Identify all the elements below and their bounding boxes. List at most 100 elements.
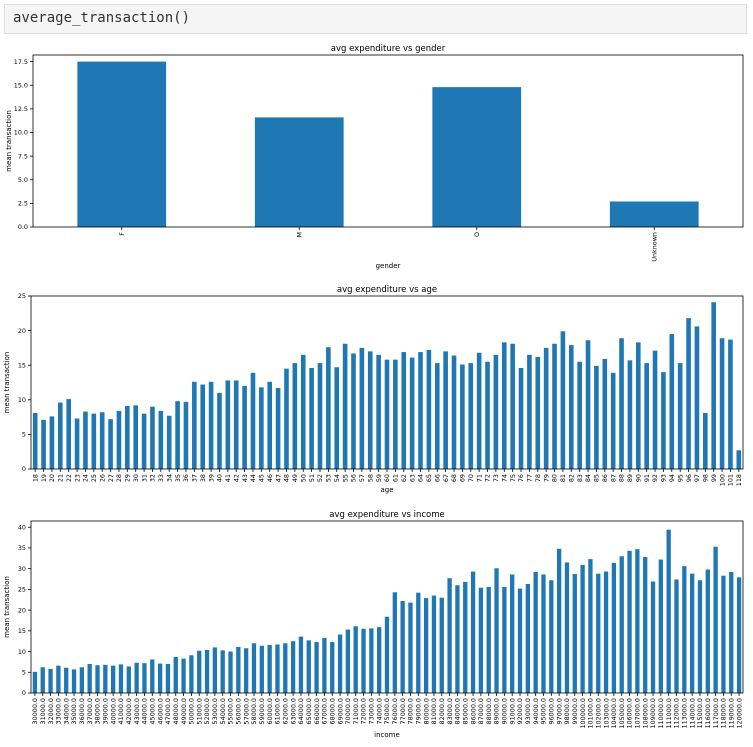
x-tick-label: 80 [551, 474, 559, 482]
bar [393, 359, 398, 469]
bar [32, 671, 38, 693]
bar [150, 406, 155, 469]
bar [585, 340, 591, 469]
x-tick-label: 34 [165, 474, 173, 482]
x-tick-label: 54 [333, 474, 341, 482]
bar [175, 401, 180, 469]
x-tick-label: 41 [224, 474, 232, 482]
bar [77, 61, 167, 227]
x-tick-label: 44 [249, 474, 257, 482]
bar [426, 349, 432, 469]
x-tick-label: 95000.0 [540, 698, 548, 724]
x-tick-label: 73 [492, 474, 500, 482]
bar [682, 566, 687, 693]
bar [251, 643, 257, 693]
bar [652, 350, 658, 469]
x-axis-label: gender [376, 262, 401, 270]
bar [91, 413, 97, 469]
chart-title: avg expenditure vs age [337, 285, 437, 295]
x-tick-label: 79 [542, 474, 550, 482]
x-tick-label: 85000.0 [461, 698, 469, 724]
x-tick-label: 75000.0 [383, 698, 391, 724]
x-tick-label: 95 [676, 474, 684, 482]
x-tick-label: 22 [65, 474, 73, 482]
x-tick-label: 83000.0 [446, 698, 454, 724]
bar [204, 649, 210, 693]
code-text: average_transaction() [13, 10, 191, 26]
x-tick-label: 55000.0 [227, 698, 235, 724]
x-tick-label: 43000.0 [133, 698, 141, 724]
x-tick-label: 42000.0 [125, 698, 133, 724]
bar [543, 347, 549, 469]
x-tick-label: 64000.0 [297, 698, 305, 724]
x-tick-label: 113000.0 [681, 698, 689, 729]
bar [697, 580, 703, 693]
bar [290, 641, 296, 693]
x-tick-label: 87000.0 [477, 698, 485, 724]
bar [418, 352, 423, 469]
y-tick-label: 0 [22, 465, 26, 473]
x-tick-label: 52000.0 [203, 698, 211, 724]
y-tick-label: 15 [18, 627, 26, 635]
bar [337, 634, 343, 693]
bar [721, 575, 726, 693]
x-tick-label: 37 [191, 474, 199, 482]
bar [627, 550, 632, 693]
bar [713, 546, 718, 693]
bar [510, 343, 515, 469]
x-tick-label: 36000.0 [78, 698, 86, 724]
x-tick-label: 61 [392, 474, 400, 482]
x-tick-label: 105000.0 [618, 698, 626, 729]
bar [460, 364, 465, 469]
bar [494, 568, 499, 693]
bar [694, 326, 700, 469]
x-tick-label: 110000.0 [657, 698, 665, 729]
bar [470, 571, 476, 693]
x-tick-label: 39000.0 [102, 698, 110, 724]
bar [535, 356, 541, 469]
bar [728, 339, 733, 469]
x-tick-label: 91 [643, 474, 651, 482]
x-tick-label: 30000.0 [31, 698, 39, 724]
bar [95, 665, 100, 693]
x-tick-label: 68000.0 [328, 698, 336, 724]
x-tick-label: 92000.0 [516, 698, 524, 724]
bar [181, 658, 186, 693]
x-tick-label: 21 [57, 474, 65, 482]
bar [549, 580, 554, 693]
y-tick-label: 0 [22, 689, 26, 697]
x-tick-label: Unknown [650, 232, 658, 262]
x-tick-label: 71000.0 [352, 698, 360, 724]
bar [79, 667, 85, 693]
bar [729, 571, 734, 693]
code-cell[interactable]: average_transaction() [4, 4, 747, 34]
x-tick-label: 25 [90, 474, 98, 482]
x-tick-label: 34000.0 [62, 698, 70, 724]
x-tick-label: 93 [660, 474, 668, 482]
x-tick-label: 23 [73, 474, 81, 482]
x-tick-label: 36 [182, 474, 190, 482]
x-tick-label: 47000.0 [164, 698, 172, 724]
x-tick-label: 49000.0 [180, 698, 188, 724]
x-tick-label: 101 [727, 474, 735, 486]
bar [643, 557, 648, 693]
x-tick-label: 70000.0 [344, 698, 352, 724]
bar [283, 643, 288, 693]
x-tick-label: 116000.0 [704, 698, 712, 729]
x-tick-label: 118 [735, 474, 743, 486]
x-tick-label: M [295, 232, 303, 238]
x-tick-label: 114000.0 [688, 698, 696, 729]
bar [703, 412, 708, 469]
bar [74, 418, 80, 469]
bar [244, 648, 249, 693]
x-axis-label: income [374, 731, 400, 739]
bar [596, 573, 601, 693]
bar [259, 387, 264, 469]
bar [236, 646, 241, 693]
x-tick-label: 44000.0 [141, 698, 149, 724]
x-tick-label: 118000.0 [720, 698, 728, 729]
x-tick-label: 67000.0 [321, 698, 329, 724]
bar [736, 450, 742, 469]
x-tick-label: 62 [400, 474, 408, 482]
